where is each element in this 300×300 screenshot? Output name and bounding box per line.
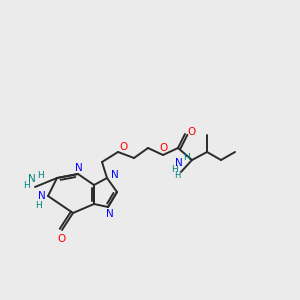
Text: H: H [183, 152, 189, 161]
Text: O: O [57, 234, 65, 244]
Text: N: N [175, 158, 183, 168]
Text: H: H [174, 170, 180, 179]
Text: N: N [28, 174, 36, 184]
Text: H: H [37, 170, 44, 179]
Text: H: H [24, 182, 30, 190]
Text: O: O [160, 143, 168, 153]
Text: N: N [111, 170, 119, 180]
Text: N: N [106, 209, 114, 219]
Text: O: O [187, 127, 195, 137]
Text: N: N [75, 163, 83, 173]
Text: N: N [38, 191, 46, 201]
Text: O: O [119, 142, 127, 152]
Text: H: H [171, 166, 177, 175]
Text: H: H [34, 200, 41, 209]
